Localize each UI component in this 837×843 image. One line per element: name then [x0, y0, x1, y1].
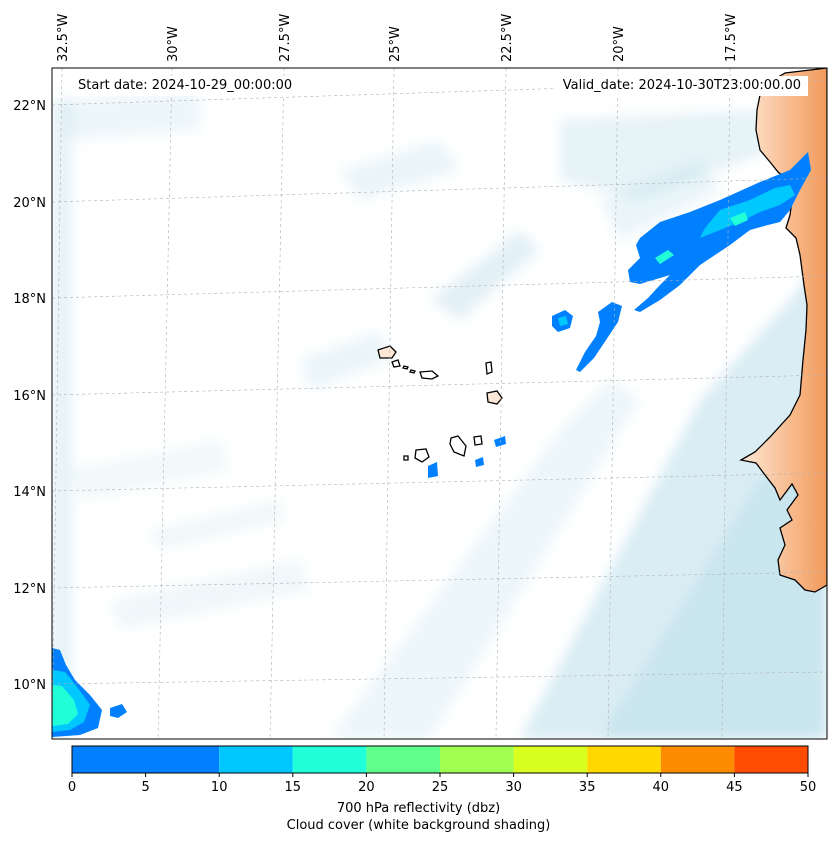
colorbar-swatch [219, 746, 293, 773]
colorbar-tick-label: 45 [726, 780, 743, 795]
lat-label-18n: 18°N [13, 292, 46, 307]
valid-date-label: Valid_date: 2024-10-30T23:00:00.00 [555, 76, 808, 96]
longitude-labels: 32.5°W 30°W 27.5°W 25°W 22.5°W 20°W 17.5… [56, 14, 739, 62]
map-frame [51, 67, 828, 740]
colorbar-swatch [587, 746, 661, 773]
colorbar-tick-label: 50 [800, 780, 817, 795]
cloud-cover-shading [52, 90, 827, 739]
colorbar-subtitle: Cloud cover (white background shading) [286, 818, 551, 833]
lon-label-30w: 30°W [166, 26, 181, 62]
colorbar-swatch [660, 746, 735, 773]
reflectivity-areas [52, 152, 811, 737]
colorbar-swatch [292, 746, 367, 773]
colorbar-tick-label: 10 [211, 780, 228, 795]
lon-label-22-5w: 22.5°W [500, 14, 515, 62]
africa-landmass [739, 68, 827, 593]
map-area [52, 68, 827, 739]
lat-label-22n: 22°N [13, 99, 46, 114]
colorbar-tick-label: 0 [68, 780, 76, 795]
latitude-labels: 22°N 20°N 18°N 16°N 14°N 12°N 10°N [13, 99, 46, 693]
colorbar-swatch [72, 746, 220, 773]
lon-label-20w: 20°W [612, 26, 627, 62]
lon-label-25w: 25°W [388, 26, 403, 62]
colorbar-tick-label: 40 [653, 780, 670, 795]
colorbar-tick-label: 30 [505, 780, 522, 795]
lon-label-27-5w: 27.5°W [278, 14, 293, 62]
colorbar-ticks: 0 5 10 15 20 25 30 35 40 45 50 [68, 773, 816, 795]
colorbar-swatch [366, 746, 440, 773]
gridlines [52, 68, 827, 739]
cape-verde-islands [377, 345, 503, 463]
lat-label-10n: 10°N [13, 678, 46, 693]
colorbar-tick-label: 25 [432, 780, 449, 795]
colorbar-tick-label: 5 [141, 780, 149, 795]
colorbar-tick-label: 15 [285, 780, 302, 795]
lat-label-12n: 12°N [13, 582, 46, 597]
start-date-label: Start date: 2024-10-29_00:00:00 [71, 76, 300, 96]
colorbar [72, 746, 808, 773]
lat-label-20n: 20°N [13, 196, 46, 211]
colorbar-title: 700 hPa reflectivity (dbz) [336, 801, 501, 816]
colorbar-swatch [513, 746, 588, 773]
lon-label-17-5w: 17.5°W [724, 14, 739, 62]
lat-label-14n: 14°N [13, 485, 46, 500]
colorbar-tick-label: 35 [579, 780, 596, 795]
lat-label-16n: 16°N [13, 389, 46, 404]
lon-label-32-5w: 32.5°W [56, 14, 71, 62]
colorbar-tick-label: 20 [358, 780, 375, 795]
colorbar-swatch [440, 746, 514, 773]
colorbar-swatch [734, 746, 808, 773]
